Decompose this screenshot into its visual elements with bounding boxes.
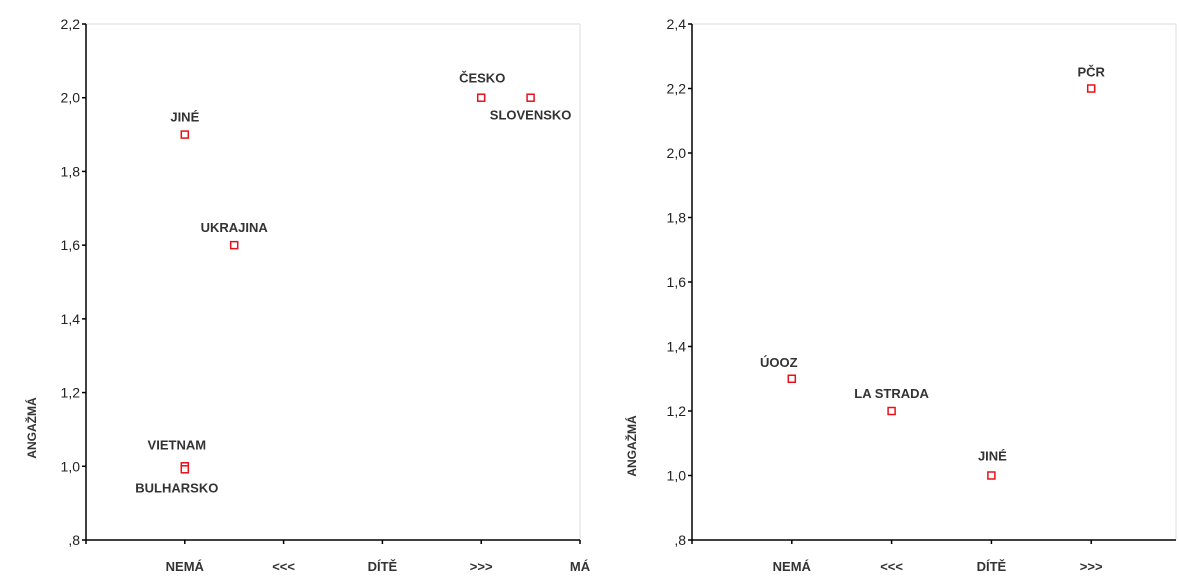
x-category-label: DÍTĚ (977, 559, 1007, 574)
data-point-label: UKRAJINA (201, 220, 269, 235)
y-axis-label: ANGAŽMÁ (624, 415, 639, 477)
data-point-label: ÚOOZ (760, 355, 798, 370)
data-point (526, 93, 535, 102)
x-category-label: NEMÁ (166, 559, 205, 574)
data-point (476, 93, 486, 102)
data-point (787, 374, 797, 383)
data-point (1086, 84, 1096, 93)
y-tick-label: ,8 (68, 532, 80, 548)
x-category-label: >>> (470, 559, 493, 574)
data-point-label: SLOVENSKO (490, 108, 572, 123)
data-point-label: VIETNAM (148, 437, 207, 452)
y-tick-label: 1,2 (61, 385, 81, 401)
y-tick-label: 1,0 (667, 468, 687, 484)
data-point (887, 406, 896, 416)
y-tick-label: 1,2 (667, 403, 687, 419)
data-point (180, 130, 190, 139)
chart-left: ,8 1,0 1,2 1,4 1,6 1,8 2,0 2,2 NEMÁ <<< DÍTĚ >>> MÁ A… (24, 16, 591, 574)
x-category-label: <<< (272, 559, 295, 574)
x-category-label: >>> (1080, 559, 1103, 574)
data-point-label: JINÉ (170, 110, 199, 125)
y-tick-label: 2,0 (667, 145, 687, 161)
x-category-label: NEMÁ (773, 559, 812, 574)
data-point-label: ČESKO (459, 71, 505, 86)
y-tick-label: 2,2 (61, 16, 81, 32)
y-tick-label: 2,0 (61, 90, 81, 106)
y-axis-label: ANGAŽMÁ (24, 397, 39, 459)
y-tick-label: 1,0 (61, 458, 81, 474)
data-point-label: JINÉ (978, 449, 1007, 464)
data-point-label: PČR (1077, 65, 1105, 80)
y-tick-label: 1,4 (61, 311, 81, 327)
x-category-label: MÁ (570, 559, 591, 574)
data-point (987, 471, 996, 480)
y-tick-label: 1,4 (667, 339, 687, 355)
data-point (229, 240, 239, 250)
y-tick-label: ,8 (674, 532, 686, 548)
y-tick-label: 1,6 (61, 237, 81, 253)
x-category-label: DÍTĚ (368, 559, 398, 574)
y-tick-label: 1,8 (61, 163, 81, 179)
x-category-label: <<< (880, 559, 903, 574)
data-point-label: LA STRADA (854, 386, 929, 401)
y-tick-label: 1,6 (667, 274, 687, 290)
y-tick-label: 1,8 (667, 210, 687, 226)
y-tick-label: 2,4 (667, 16, 687, 32)
chart-right: ,8 1,0 1,2 1,4 1,6 1,8 2,0 2,2 2,4 NEMÁ <<< DÍTĚ >>>… (624, 16, 1177, 574)
data-point-label: BULHARSKO (135, 480, 218, 495)
data-point (180, 465, 190, 474)
y-tick-label: 2,2 (667, 81, 687, 97)
